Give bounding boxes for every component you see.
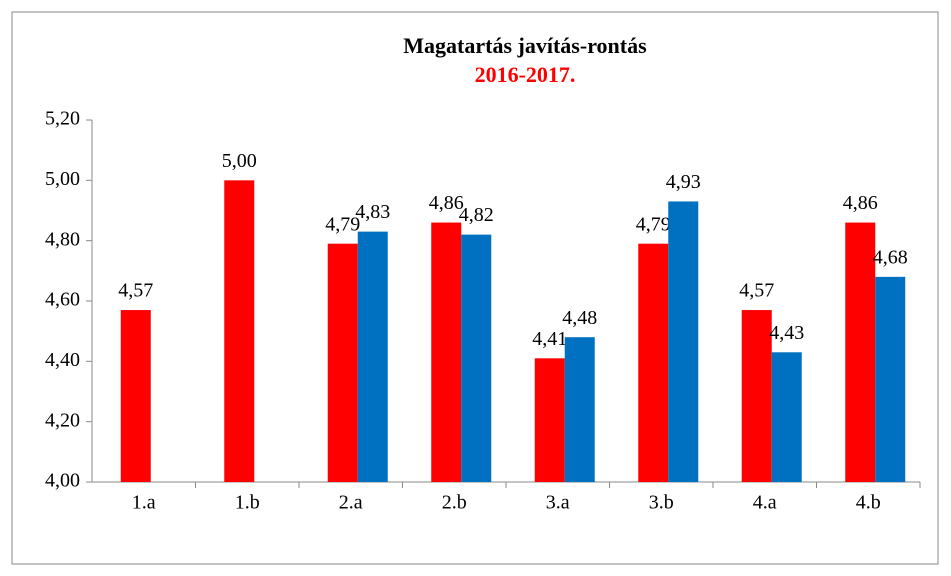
x-tick-label: 1.b [235,492,260,514]
value-label: 4,57 [118,280,153,302]
y-tick-label: 4,20 [45,409,80,431]
y-tick-label: 4,60 [45,289,80,311]
bar [638,243,669,482]
x-tick-label: 3.a [546,492,570,514]
value-label: 4,79 [636,213,671,235]
value-label: 4,86 [429,192,464,214]
y-tick-label: 4,00 [45,470,80,492]
bar [327,243,358,482]
bar [875,276,906,482]
x-tick-label: 2.a [339,492,363,514]
bar [534,358,565,482]
bar [845,222,876,483]
x-tick-label: 3.b [649,492,674,514]
value-label: 4,86 [843,192,878,214]
x-tick-label: 4.b [856,492,881,514]
value-label: 5,00 [222,150,257,172]
bar [564,337,595,482]
value-label: 4,82 [459,204,494,226]
value-label: 4,57 [739,280,774,302]
bar [741,310,772,482]
bar [461,234,492,482]
y-tick-label: 4,80 [45,228,80,250]
chart-subtitle: 2016-2017. [475,62,576,87]
bar [431,222,462,483]
value-label: 4,79 [325,213,360,235]
bar [224,180,255,483]
y-tick-label: 5,20 [45,108,80,130]
bar [771,352,802,482]
bar [357,231,388,482]
value-label: 4,93 [666,171,701,193]
x-tick-label: 2.b [442,492,467,514]
x-tick-label: 4.a [753,492,777,514]
value-label: 4,48 [562,307,597,329]
value-label: 4,83 [355,201,390,223]
value-label: 4,43 [769,322,804,344]
y-tick-label: 5,00 [45,168,80,190]
bar [668,201,699,482]
chart-title: Magatartás javítás-rontás [403,33,647,58]
value-label: 4,41 [532,328,567,350]
bar [120,310,151,482]
y-tick-label: 4,40 [45,349,80,371]
x-tick-label: 1.a [132,492,156,514]
value-label: 4,68 [873,246,908,268]
